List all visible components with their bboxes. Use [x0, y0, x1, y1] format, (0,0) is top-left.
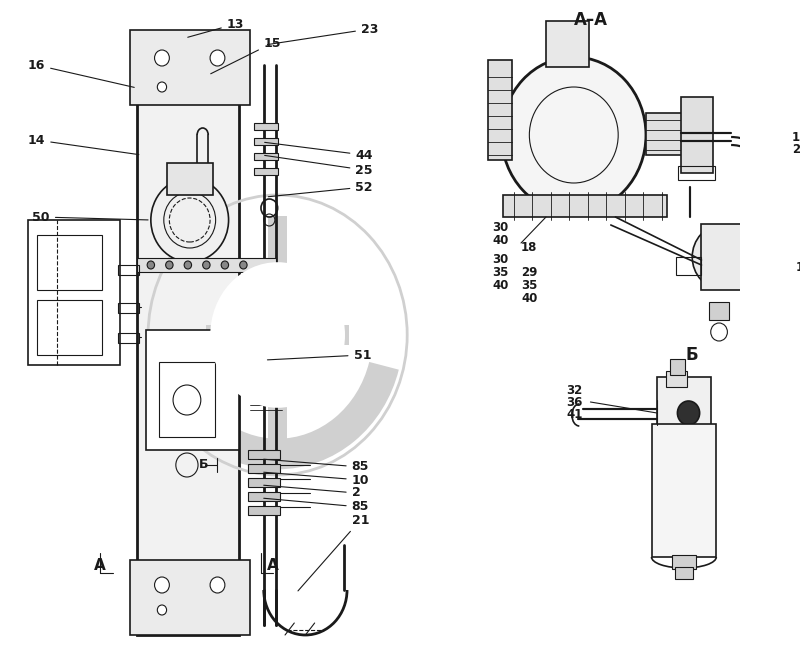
Text: 41: 41: [566, 408, 582, 420]
Text: 85: 85: [264, 498, 369, 513]
Bar: [242, 338, 281, 360]
Text: 30: 30: [492, 221, 509, 233]
Bar: [651, 424, 716, 557]
Text: 35: 35: [521, 279, 538, 291]
Text: 44: 44: [265, 142, 373, 162]
Bar: [28, 220, 120, 365]
Text: 21: 21: [298, 513, 369, 591]
Circle shape: [558, 37, 577, 57]
Circle shape: [261, 364, 276, 380]
Bar: [546, 21, 589, 67]
Bar: [670, 359, 685, 375]
Bar: [146, 330, 238, 450]
Text: 85: 85: [264, 460, 369, 473]
Circle shape: [221, 261, 229, 269]
Text: 29: 29: [521, 265, 538, 279]
Circle shape: [678, 401, 700, 425]
Bar: [675, 257, 702, 275]
Circle shape: [202, 261, 210, 269]
Bar: [130, 560, 250, 635]
Bar: [702, 224, 742, 290]
Text: 23: 23: [267, 23, 378, 45]
Text: 2: 2: [264, 485, 361, 499]
Text: 13: 13: [188, 17, 244, 37]
Text: Б: Б: [199, 458, 209, 471]
Bar: [666, 371, 686, 387]
Bar: [268, 216, 287, 454]
Bar: [246, 360, 284, 380]
Circle shape: [151, 178, 229, 262]
Bar: [137, 75, 238, 635]
Bar: [130, 30, 250, 105]
Bar: [206, 325, 349, 345]
Text: 16: 16: [28, 59, 134, 87]
Text: 40: 40: [521, 291, 538, 305]
Circle shape: [166, 261, 173, 269]
Bar: [37, 300, 102, 355]
Bar: [248, 492, 281, 501]
Bar: [248, 450, 281, 459]
Bar: [709, 302, 730, 320]
Circle shape: [154, 50, 170, 66]
Bar: [137, 258, 276, 272]
Bar: [166, 163, 213, 195]
Bar: [254, 138, 278, 145]
Text: Б: Б: [686, 346, 698, 364]
Bar: [37, 235, 102, 290]
Bar: [248, 464, 281, 473]
Bar: [646, 113, 683, 155]
Bar: [681, 97, 713, 173]
Circle shape: [210, 50, 225, 66]
Text: 35: 35: [492, 265, 509, 279]
Text: 30: 30: [492, 253, 509, 265]
Text: 40: 40: [492, 233, 509, 247]
Circle shape: [210, 262, 345, 408]
Bar: [118, 333, 139, 343]
Text: А–А: А–А: [574, 11, 607, 29]
Bar: [254, 153, 278, 160]
Circle shape: [184, 261, 191, 269]
Circle shape: [692, 225, 751, 289]
Bar: [118, 303, 139, 313]
Bar: [252, 382, 279, 397]
Circle shape: [158, 605, 166, 615]
Bar: [674, 567, 693, 579]
Text: 32: 32: [566, 384, 582, 396]
Circle shape: [147, 261, 154, 269]
Circle shape: [154, 577, 170, 593]
Bar: [502, 195, 667, 217]
Circle shape: [502, 57, 646, 213]
Text: 25: 25: [265, 156, 373, 176]
Text: 51: 51: [267, 348, 371, 362]
Text: 40: 40: [492, 279, 509, 291]
Circle shape: [240, 261, 247, 269]
Bar: [118, 265, 139, 275]
Text: 15: 15: [210, 37, 282, 74]
Bar: [248, 478, 281, 487]
Text: А: А: [267, 557, 279, 573]
Bar: [672, 555, 696, 569]
Text: 22: 22: [792, 142, 800, 156]
Bar: [248, 506, 281, 515]
Text: 12: 12: [792, 130, 800, 144]
Text: А: А: [94, 557, 106, 573]
Text: 18: 18: [521, 241, 538, 253]
Text: 10: 10: [264, 472, 369, 487]
Text: 1: 1: [796, 261, 800, 273]
Bar: [488, 60, 512, 160]
Bar: [254, 123, 278, 130]
Bar: [742, 257, 768, 275]
Text: 36: 36: [566, 396, 582, 408]
Text: 50: 50: [32, 211, 148, 223]
Bar: [252, 362, 279, 380]
Circle shape: [210, 577, 225, 593]
Text: 14: 14: [28, 134, 139, 154]
Bar: [159, 362, 214, 437]
Bar: [254, 168, 278, 175]
Text: 52: 52: [268, 180, 373, 197]
Bar: [678, 166, 715, 180]
Bar: [657, 377, 710, 425]
Circle shape: [158, 82, 166, 92]
